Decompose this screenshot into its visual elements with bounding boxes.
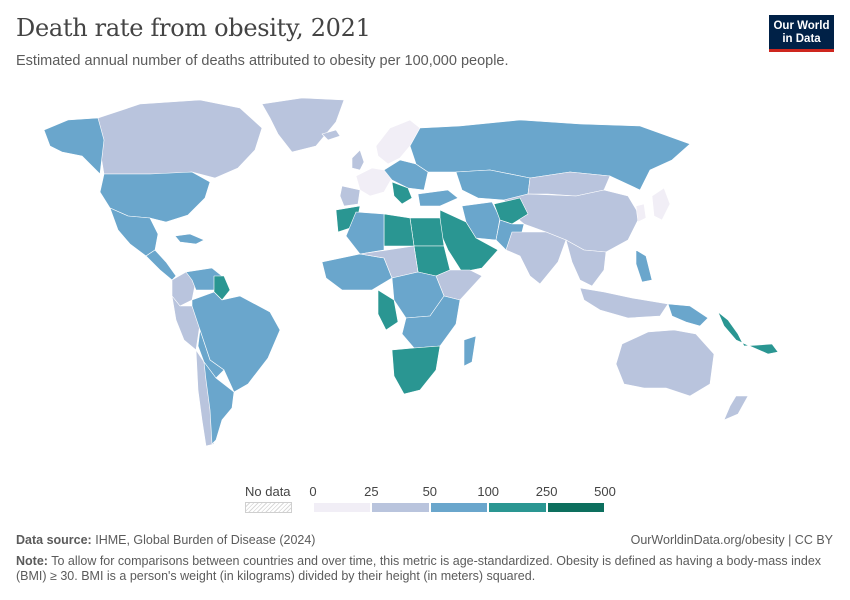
region-balkans[interactable] — [391, 181, 413, 205]
region-indonesia[interactable] — [579, 287, 669, 319]
region-gabon-and-congo[interactable] — [377, 289, 399, 331]
note-text: To allow for comparisons between countri… — [16, 554, 822, 583]
data-source: Data source: IHME, Global Burden of Dise… — [16, 533, 315, 547]
region-caribbean[interactable] — [174, 233, 205, 245]
legend-no-data-swatch — [245, 502, 292, 513]
region-korea[interactable] — [635, 203, 647, 223]
region-madagascar[interactable] — [463, 335, 477, 367]
region-china[interactable] — [503, 189, 641, 253]
region-canada[interactable] — [97, 99, 263, 179]
region-papua-new-guinea[interactable] — [667, 303, 709, 327]
region-egypt[interactable] — [409, 217, 445, 247]
region-russia[interactable] — [409, 119, 691, 191]
region-australia[interactable] — [615, 329, 715, 397]
source-text[interactable]: IHME, Global Burden of Disease (2024) — [95, 533, 316, 547]
region-southeast-asia[interactable] — [565, 239, 607, 287]
legend-bin-50-100[interactable] — [429, 502, 489, 513]
region-philippines[interactable] — [635, 249, 653, 283]
region-southern-africa[interactable] — [391, 345, 441, 395]
region-united-states[interactable] — [99, 171, 211, 223]
credit-link[interactable]: OurWorldinData.org/obesity | CC BY — [630, 533, 833, 547]
region-pacific-islands[interactable] — [717, 311, 779, 355]
legend-tick-label: 500 — [594, 484, 616, 499]
region-turkey[interactable] — [417, 189, 459, 207]
legend-no-data-label: No data — [245, 484, 291, 499]
chart-title: Death rate from obesity, 2021 — [16, 14, 371, 42]
region-east-africa[interactable] — [401, 295, 461, 349]
note-label: Note: — [16, 554, 48, 568]
legend-tick-label: 25 — [364, 484, 379, 499]
region-west-africa[interactable] — [321, 253, 393, 291]
region-iberia[interactable] — [339, 185, 361, 207]
region-guyana[interactable] — [213, 275, 231, 301]
region-central-america[interactable] — [145, 249, 177, 281]
region-libya[interactable] — [383, 213, 415, 247]
region-eastern-europe[interactable] — [383, 159, 429, 191]
legend-bin-100-250[interactable] — [488, 502, 547, 513]
region-greenland[interactable] — [261, 97, 345, 153]
source-label: Data source: — [16, 533, 92, 547]
region-new-zealand[interactable] — [723, 395, 749, 421]
legend-bin-25-50[interactable] — [371, 502, 430, 513]
region-united-kingdom[interactable] — [351, 149, 365, 171]
legend-bin-250-500[interactable] — [546, 502, 605, 513]
region-argentina[interactable] — [203, 361, 235, 445]
region-alaska[interactable] — [43, 117, 105, 175]
color-legend: No data 0 25 50 100 250 500 — [0, 480, 850, 520]
logo-line-2: in Data — [782, 33, 821, 45]
world-map — [43, 97, 779, 447]
region-afghanistan[interactable] — [493, 197, 529, 225]
region-india[interactable] — [505, 231, 567, 285]
region-iceland[interactable] — [321, 129, 341, 141]
region-japan[interactable] — [651, 187, 671, 221]
region-western-europe[interactable] — [355, 167, 393, 197]
chart-note: Note: To allow for comparisons between c… — [16, 554, 836, 584]
logo-line-1: Our World — [773, 20, 830, 32]
legend-tick-label: 100 — [477, 484, 500, 499]
legend-tick-label: 50 — [422, 484, 438, 499]
owid-logo[interactable]: Our World in Data — [769, 15, 834, 52]
legend-tick-label: 0 — [309, 484, 317, 499]
legend-tick-label: 250 — [535, 484, 558, 499]
chart-subtitle: Estimated annual number of deaths attrib… — [16, 53, 509, 69]
legend-bin-0-25[interactable] — [313, 502, 372, 513]
region-sudan[interactable] — [413, 245, 451, 277]
